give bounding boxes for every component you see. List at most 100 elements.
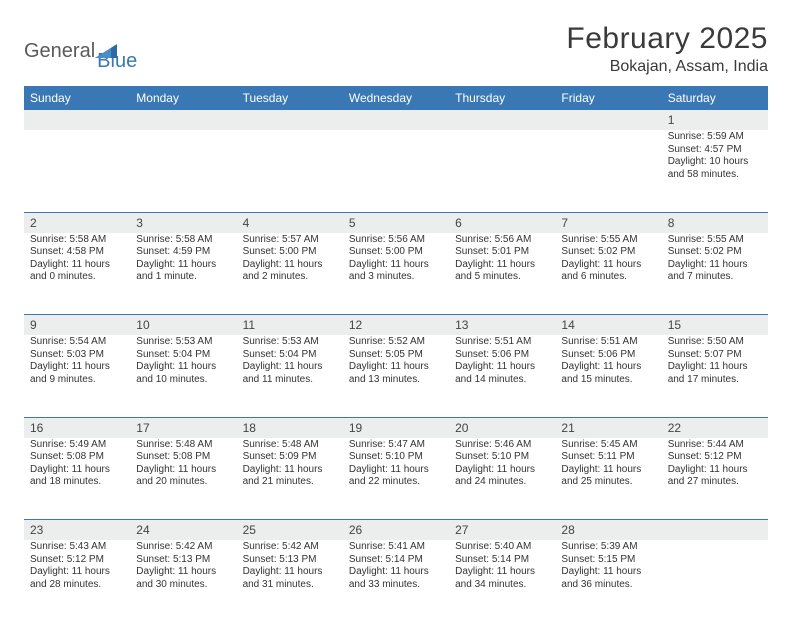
calendar-cell: Sunrise: 5:51 AMSunset: 5:06 PMDaylight:…	[449, 335, 555, 417]
cell-line-sunset: Sunset: 5:04 PM	[243, 349, 337, 362]
calendar-page: General Blue February 2025 Bokajan, Assa…	[0, 0, 792, 622]
day-number-cell: 10	[130, 315, 236, 336]
cell-line-sunrise: Sunrise: 5:58 AM	[30, 234, 124, 247]
cell-line-day2: and 7 minutes.	[668, 271, 762, 284]
calendar-cell	[449, 130, 555, 212]
cell-line-day1: Daylight: 10 hours	[668, 156, 762, 169]
calendar-cell: Sunrise: 5:46 AMSunset: 5:10 PMDaylight:…	[449, 438, 555, 520]
calendar-cell: Sunrise: 5:49 AMSunset: 5:08 PMDaylight:…	[24, 438, 130, 520]
cell-line-sunset: Sunset: 5:06 PM	[455, 349, 549, 362]
calendar-cell: Sunrise: 5:58 AMSunset: 4:59 PMDaylight:…	[130, 233, 236, 315]
day-number-cell: 11	[237, 315, 343, 336]
cell-info: Sunrise: 5:51 AMSunset: 5:06 PMDaylight:…	[558, 335, 658, 388]
cell-line-day2: and 36 minutes.	[561, 579, 655, 592]
cell-line-sunrise: Sunrise: 5:58 AM	[136, 234, 230, 247]
cell-line-day1: Daylight: 11 hours	[30, 464, 124, 477]
cell-line-day1: Daylight: 11 hours	[243, 566, 337, 579]
cell-line-day1: Daylight: 11 hours	[349, 259, 443, 272]
day-number-cell: 18	[237, 417, 343, 438]
cell-line-sunset: Sunset: 4:58 PM	[30, 246, 124, 259]
cell-info: Sunrise: 5:56 AMSunset: 5:01 PMDaylight:…	[452, 233, 552, 286]
cell-line-day1: Daylight: 11 hours	[243, 464, 337, 477]
calendar-cell: Sunrise: 5:54 AMSunset: 5:03 PMDaylight:…	[24, 335, 130, 417]
day-number-cell: 26	[343, 520, 449, 541]
cell-line-sunrise: Sunrise: 5:44 AM	[668, 439, 762, 452]
cell-line-sunrise: Sunrise: 5:55 AM	[561, 234, 655, 247]
cell-info: Sunrise: 5:45 AMSunset: 5:11 PMDaylight:…	[558, 438, 658, 491]
day-number-cell: 13	[449, 315, 555, 336]
cell-line-sunrise: Sunrise: 5:39 AM	[561, 541, 655, 554]
calendar-cell	[130, 130, 236, 212]
cell-info: Sunrise: 5:58 AMSunset: 4:59 PMDaylight:…	[133, 233, 233, 286]
cell-info: Sunrise: 5:51 AMSunset: 5:06 PMDaylight:…	[452, 335, 552, 388]
cell-line-day1: Daylight: 11 hours	[561, 566, 655, 579]
cell-info: Sunrise: 5:41 AMSunset: 5:14 PMDaylight:…	[346, 540, 446, 593]
cell-line-sunrise: Sunrise: 5:42 AM	[243, 541, 337, 554]
cell-line-day2: and 25 minutes.	[561, 476, 655, 489]
day-number-cell	[449, 110, 555, 130]
day-number-cell	[130, 110, 236, 130]
title-block: February 2025 Bokajan, Assam, India	[566, 22, 768, 76]
location-label: Bokajan, Assam, India	[566, 58, 768, 76]
cell-info: Sunrise: 5:46 AMSunset: 5:10 PMDaylight:…	[452, 438, 552, 491]
day-number-cell: 3	[130, 212, 236, 233]
daynum-row: 9101112131415	[24, 315, 768, 336]
day-number-cell: 4	[237, 212, 343, 233]
calendar-cell: Sunrise: 5:53 AMSunset: 5:04 PMDaylight:…	[237, 335, 343, 417]
day-number-cell: 23	[24, 520, 130, 541]
day-number-cell	[237, 110, 343, 130]
calendar-cell: Sunrise: 5:58 AMSunset: 4:58 PMDaylight:…	[24, 233, 130, 315]
cell-line-sunrise: Sunrise: 5:53 AM	[243, 336, 337, 349]
day-number-cell: 21	[555, 417, 661, 438]
cell-info: Sunrise: 5:42 AMSunset: 5:13 PMDaylight:…	[240, 540, 340, 593]
calendar-row: Sunrise: 5:43 AMSunset: 5:12 PMDaylight:…	[24, 540, 768, 622]
cell-line-sunrise: Sunrise: 5:52 AM	[349, 336, 443, 349]
day-header-cell: Thursday	[449, 86, 555, 110]
cell-line-day2: and 1 minute.	[136, 271, 230, 284]
cell-info: Sunrise: 5:44 AMSunset: 5:12 PMDaylight:…	[665, 438, 765, 491]
day-number-cell: 14	[555, 315, 661, 336]
calendar-cell: Sunrise: 5:43 AMSunset: 5:12 PMDaylight:…	[24, 540, 130, 622]
cell-line-day1: Daylight: 11 hours	[30, 361, 124, 374]
cell-line-day1: Daylight: 11 hours	[349, 464, 443, 477]
day-number-cell	[24, 110, 130, 130]
month-title: February 2025	[566, 22, 768, 56]
day-number-cell: 16	[24, 417, 130, 438]
cell-info: Sunrise: 5:48 AMSunset: 5:08 PMDaylight:…	[133, 438, 233, 491]
cell-line-day2: and 27 minutes.	[668, 476, 762, 489]
cell-line-sunrise: Sunrise: 5:49 AM	[30, 439, 124, 452]
day-header-row: SundayMondayTuesdayWednesdayThursdayFrid…	[24, 86, 768, 110]
day-number-cell: 5	[343, 212, 449, 233]
cell-line-day1: Daylight: 11 hours	[349, 361, 443, 374]
cell-line-sunset: Sunset: 4:59 PM	[136, 246, 230, 259]
cell-line-sunrise: Sunrise: 5:43 AM	[30, 541, 124, 554]
cell-line-sunset: Sunset: 5:07 PM	[668, 349, 762, 362]
day-number-cell	[662, 520, 768, 541]
day-number-cell: 19	[343, 417, 449, 438]
cell-line-sunset: Sunset: 5:10 PM	[349, 451, 443, 464]
cell-line-sunrise: Sunrise: 5:48 AM	[243, 439, 337, 452]
cell-info: Sunrise: 5:55 AMSunset: 5:02 PMDaylight:…	[558, 233, 658, 286]
cell-line-day1: Daylight: 11 hours	[30, 566, 124, 579]
cell-line-day1: Daylight: 11 hours	[136, 361, 230, 374]
calendar-cell	[343, 130, 449, 212]
cell-info: Sunrise: 5:57 AMSunset: 5:00 PMDaylight:…	[240, 233, 340, 286]
cell-line-day1: Daylight: 11 hours	[136, 464, 230, 477]
daynum-row: 2345678	[24, 212, 768, 233]
cell-line-day2: and 14 minutes.	[455, 374, 549, 387]
day-header-cell: Friday	[555, 86, 661, 110]
cell-info: Sunrise: 5:55 AMSunset: 5:02 PMDaylight:…	[665, 233, 765, 286]
calendar-row: Sunrise: 5:59 AMSunset: 4:57 PMDaylight:…	[24, 130, 768, 212]
logo-word-1: General	[24, 40, 95, 63]
day-number-cell: 28	[555, 520, 661, 541]
calendar-cell: Sunrise: 5:40 AMSunset: 5:14 PMDaylight:…	[449, 540, 555, 622]
cell-line-day2: and 3 minutes.	[349, 271, 443, 284]
cell-line-sunrise: Sunrise: 5:53 AM	[136, 336, 230, 349]
cell-line-day1: Daylight: 11 hours	[243, 361, 337, 374]
cell-line-day1: Daylight: 11 hours	[455, 361, 549, 374]
cell-line-sunrise: Sunrise: 5:54 AM	[30, 336, 124, 349]
calendar-row: Sunrise: 5:54 AMSunset: 5:03 PMDaylight:…	[24, 335, 768, 417]
daynum-row: 16171819202122	[24, 417, 768, 438]
day-number-cell: 8	[662, 212, 768, 233]
cell-line-day2: and 9 minutes.	[30, 374, 124, 387]
